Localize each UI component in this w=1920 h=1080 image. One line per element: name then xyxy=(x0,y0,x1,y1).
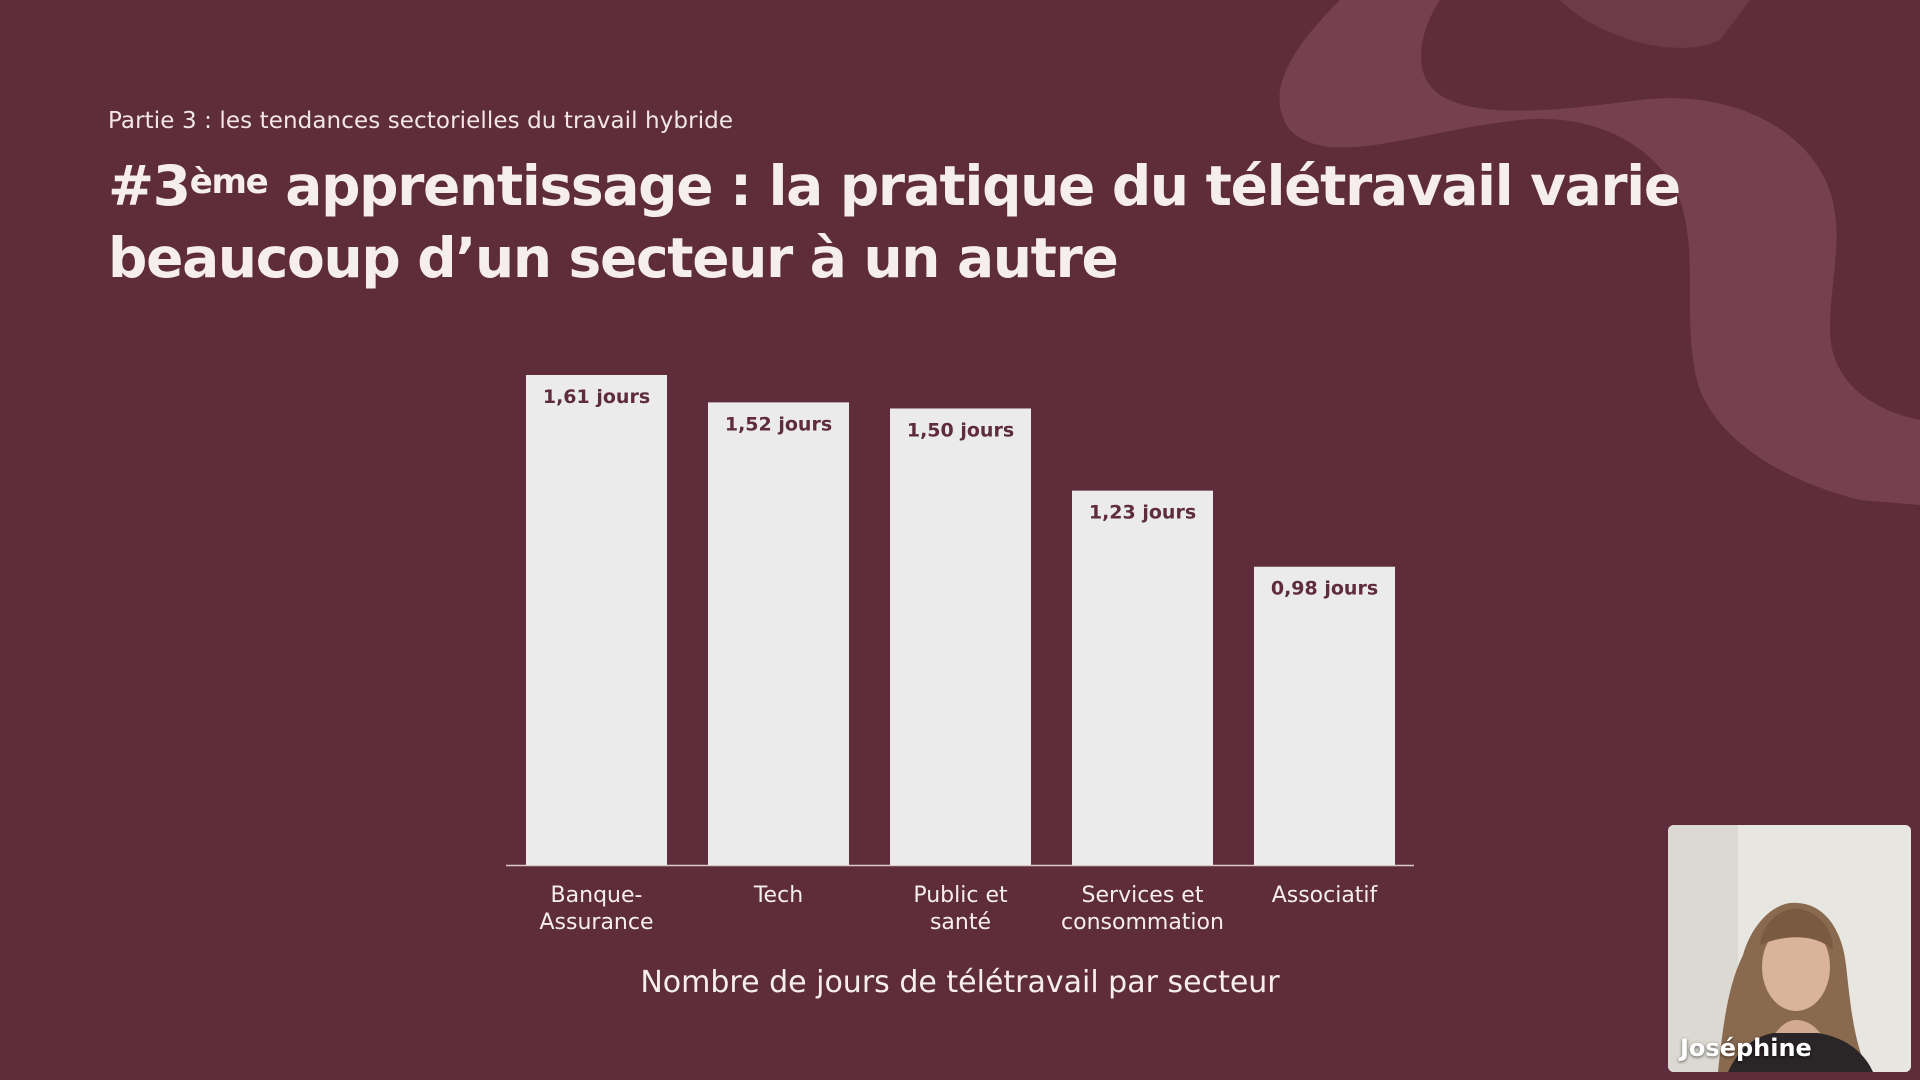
bar-value-label-0: 1,61 jours xyxy=(543,386,650,408)
slide-title: #3ème apprentissage : la pratique du tél… xyxy=(108,150,1828,294)
bar-1 xyxy=(708,402,849,865)
title-rest: apprentissage : la pratique du télétrava… xyxy=(108,154,1681,290)
participant-video-image xyxy=(1668,825,1911,1072)
section-subtitle: Partie 3 : les tendances sectorielles du… xyxy=(108,108,734,134)
bar-value-label-1: 1,52 jours xyxy=(725,413,832,435)
bar-2 xyxy=(890,408,1031,865)
category-label-4: Associatif xyxy=(1271,883,1378,908)
title-prefix: #3 xyxy=(108,154,191,218)
category-label-0: Banque- Assurance xyxy=(539,883,654,935)
bar-value-label-3: 1,23 jours xyxy=(1089,502,1196,524)
title-superscript: ème xyxy=(189,162,269,202)
category-label-3: Services et consommation xyxy=(1061,883,1224,935)
bar-value-label-2: 1,50 jours xyxy=(907,419,1014,441)
participant-name: Joséphine xyxy=(1680,1034,1812,1062)
x-axis-title: Nombre de jours de télétravail par secte… xyxy=(640,965,1280,1000)
category-label-2: Public et santé xyxy=(913,883,1008,935)
bar-value-label-4: 0,98 jours xyxy=(1271,578,1378,600)
bar-4 xyxy=(1254,566,1395,865)
participant-video-tile[interactable]: Joséphine xyxy=(1668,825,1911,1072)
category-label-1: Tech xyxy=(753,883,804,908)
bar-0 xyxy=(526,375,667,865)
bar-3 xyxy=(1072,490,1213,865)
